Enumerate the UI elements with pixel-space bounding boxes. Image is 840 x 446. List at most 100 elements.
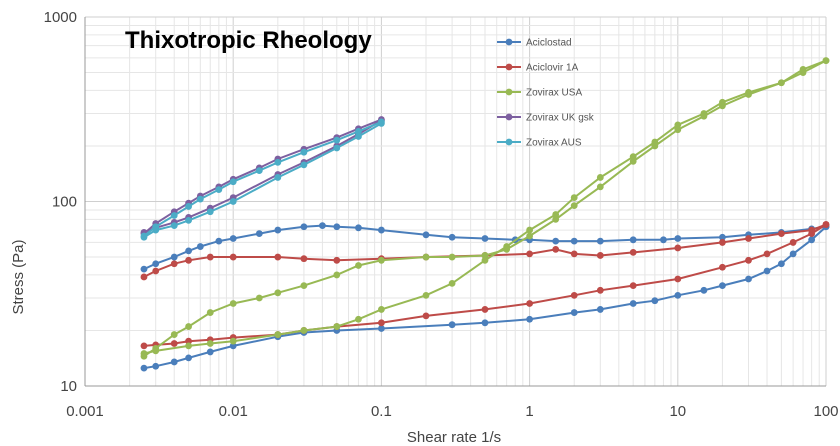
data-point-aciclostad [651,297,659,305]
data-point-zovirax-aus [185,203,192,210]
legend-swatch-marker-zovirax-aus [505,138,513,146]
data-point-aciclostad [481,319,489,327]
data-point-zovirax-aus [355,133,362,140]
data-point-aciclovir-1a [596,286,604,294]
data-point-zovirax-usa [526,226,533,234]
data-point-aciclostad [378,325,385,332]
data-point-aciclostad [378,226,385,234]
data-point-zovirax-usa [255,294,263,302]
data-point-aciclovir-1a [674,244,682,252]
data-point-zovirax-aus [333,144,341,152]
data-point-aciclostad [170,358,178,366]
data-point-aciclostad [719,282,726,290]
data-point-zovirax-usa [570,194,578,201]
legend-swatch-marker-aciclovir-1a [505,63,513,71]
data-point-aciclovir-1a [777,230,785,237]
data-point-zovirax-usa [206,340,214,347]
data-point-zovirax-usa [300,327,308,334]
data-point-aciclostad [448,233,456,241]
axes [84,17,826,387]
data-point-aciclostad [481,235,489,242]
data-point-aciclostad [170,253,178,261]
x-tick-label: 0.01 [219,403,248,420]
data-point-zovirax-aus [229,178,237,186]
data-point-aciclovir-1a [629,248,637,256]
data-point-aciclostad [789,250,797,258]
x-tick-label: 10 [669,403,686,420]
data-point-zovirax-usa [274,289,282,297]
data-point-zovirax-usa [422,291,430,299]
data-point-zovirax-usa [481,252,489,259]
data-point-zovirax-usa [355,315,362,323]
data-point-aciclostad [674,235,682,242]
data-point-zovirax-aus [206,208,214,216]
data-point-zovirax-usa [651,138,659,146]
data-point-aciclostad [745,275,752,283]
data-point-zovirax-usa [552,211,560,218]
data-point-zovirax-aus [300,161,308,169]
data-point-zovirax-usa [206,309,214,316]
data-point-zovirax-usa [503,243,511,250]
data-point-zovirax-usa [629,153,637,161]
data-point-aciclovir-1a [629,282,637,290]
data-point-aciclovir-1a [526,300,533,307]
data-point-aciclovir-1a [674,275,682,283]
data-point-aciclovir-1a [274,253,282,261]
data-point-zovirax-usa [596,183,604,191]
data-point-zovirax-aus [255,167,263,175]
data-point-aciclovir-1a [570,250,578,258]
data-point-aciclostad [570,237,578,245]
data-point-zovirax-usa [526,232,533,240]
data-point-zovirax-usa [448,253,456,261]
legend-label-zovirax-usa: Zovirax USA [526,88,582,99]
y-axis-title: Stress (Pa) [10,239,27,314]
data-point-zovirax-usa [422,253,430,261]
data-point-zovirax-usa [355,262,362,269]
data-point-aciclostad [196,243,204,250]
data-point-zovirax-usa [378,306,385,313]
data-point-zovirax-usa [333,271,341,279]
data-point-zovirax-usa [170,331,178,338]
legend-swatch-marker-zovirax-usa [505,88,513,96]
data-point-zovirax-aus [274,174,282,181]
data-point-aciclostad [777,260,785,268]
data-point-zovirax-usa [274,331,282,338]
legend-label-aciclovir-1a: Aciclovir 1A [526,63,579,74]
data-point-zovirax-aus [333,136,341,144]
data-point-aciclostad [674,291,682,299]
x-axis-title: Shear rate 1/s [407,429,501,446]
data-point-aciclostad [808,236,816,244]
data-point-aciclostad [596,237,604,245]
data-point-aciclovir-1a [526,250,533,258]
data-point-aciclostad [300,223,308,231]
data-point-zovirax-aus [140,233,148,241]
data-point-aciclostad [552,237,560,245]
x-tick-label: 0.1 [371,403,392,420]
data-point-aciclovir-1a [719,263,726,271]
data-point-zovirax-usa [552,215,560,223]
data-point-aciclostad [629,300,637,307]
data-point-aciclostad [140,265,148,273]
data-point-aciclostad [763,267,771,275]
data-point-aciclovir-1a [333,256,341,264]
data-point-zovirax-aus [196,195,204,203]
data-point-aciclovir-1a [570,291,578,299]
data-point-zovirax-usa [719,98,726,106]
legend-label-zovirax-aus: Zovirax AUS [526,138,582,149]
data-point-zovirax-usa [448,279,456,287]
data-point-zovirax-usa [229,300,237,307]
data-point-zovirax-usa [229,337,237,345]
data-point-aciclostad [152,362,160,370]
data-point-aciclovir-1a [170,260,178,268]
data-point-aciclostad [422,231,430,239]
data-point-aciclostad [570,309,578,316]
data-point-aciclovir-1a [422,312,430,320]
data-point-zovirax-aus [215,186,223,194]
x-tick-label: 1 [525,403,533,420]
data-point-aciclostad [229,342,237,350]
data-point-aciclovir-1a [152,267,160,275]
data-point-aciclostad [274,226,282,234]
data-point-zovirax-aus [170,212,178,219]
